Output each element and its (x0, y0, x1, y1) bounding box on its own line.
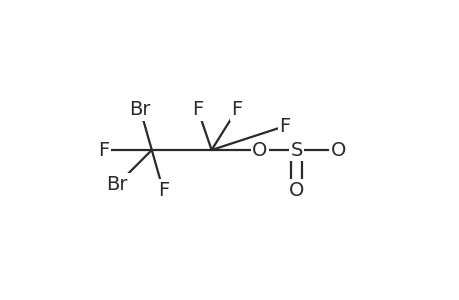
Text: F: F (279, 116, 290, 136)
Text: O: O (252, 140, 267, 160)
Text: F: F (98, 140, 109, 160)
Text: Br: Br (106, 175, 128, 194)
Text: O: O (288, 181, 304, 200)
Text: Br: Br (129, 100, 151, 119)
Text: S: S (290, 140, 302, 160)
Text: F: F (157, 181, 168, 200)
Text: O: O (330, 140, 345, 160)
Text: F: F (231, 100, 242, 119)
Text: F: F (192, 100, 203, 119)
